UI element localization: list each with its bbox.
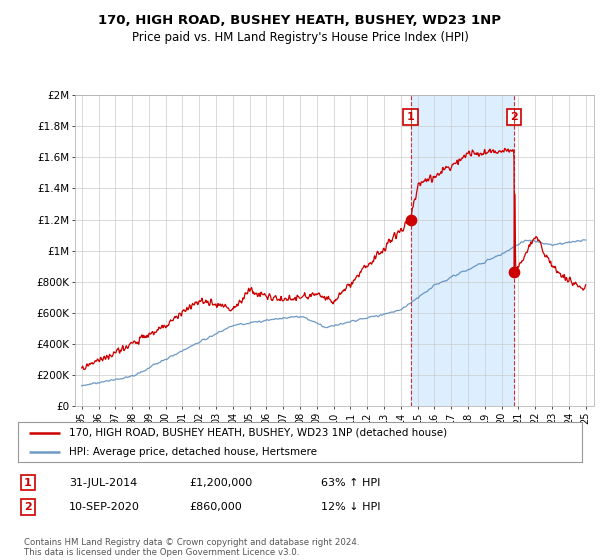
Text: 2: 2 xyxy=(24,502,32,512)
Text: 2: 2 xyxy=(511,112,518,122)
Text: £860,000: £860,000 xyxy=(189,502,242,512)
Text: 10-SEP-2020: 10-SEP-2020 xyxy=(69,502,140,512)
Text: 170, HIGH ROAD, BUSHEY HEATH, BUSHEY, WD23 1NP (detached house): 170, HIGH ROAD, BUSHEY HEATH, BUSHEY, WD… xyxy=(69,428,447,437)
Text: HPI: Average price, detached house, Hertsmere: HPI: Average price, detached house, Hert… xyxy=(69,447,317,457)
Text: 12% ↓ HPI: 12% ↓ HPI xyxy=(321,502,380,512)
Text: 1: 1 xyxy=(407,112,415,122)
Text: Price paid vs. HM Land Registry's House Price Index (HPI): Price paid vs. HM Land Registry's House … xyxy=(131,31,469,44)
Bar xyxy=(410,95,514,406)
Point xyxy=(406,215,415,224)
Text: 1: 1 xyxy=(24,478,32,488)
Text: 63% ↑ HPI: 63% ↑ HPI xyxy=(321,478,380,488)
Text: £1,200,000: £1,200,000 xyxy=(189,478,252,488)
Text: 170, HIGH ROAD, BUSHEY HEATH, BUSHEY, WD23 1NP: 170, HIGH ROAD, BUSHEY HEATH, BUSHEY, WD… xyxy=(98,14,502,27)
Point xyxy=(509,268,519,277)
Text: 31-JUL-2014: 31-JUL-2014 xyxy=(69,478,137,488)
Text: Contains HM Land Registry data © Crown copyright and database right 2024.
This d: Contains HM Land Registry data © Crown c… xyxy=(24,538,359,557)
